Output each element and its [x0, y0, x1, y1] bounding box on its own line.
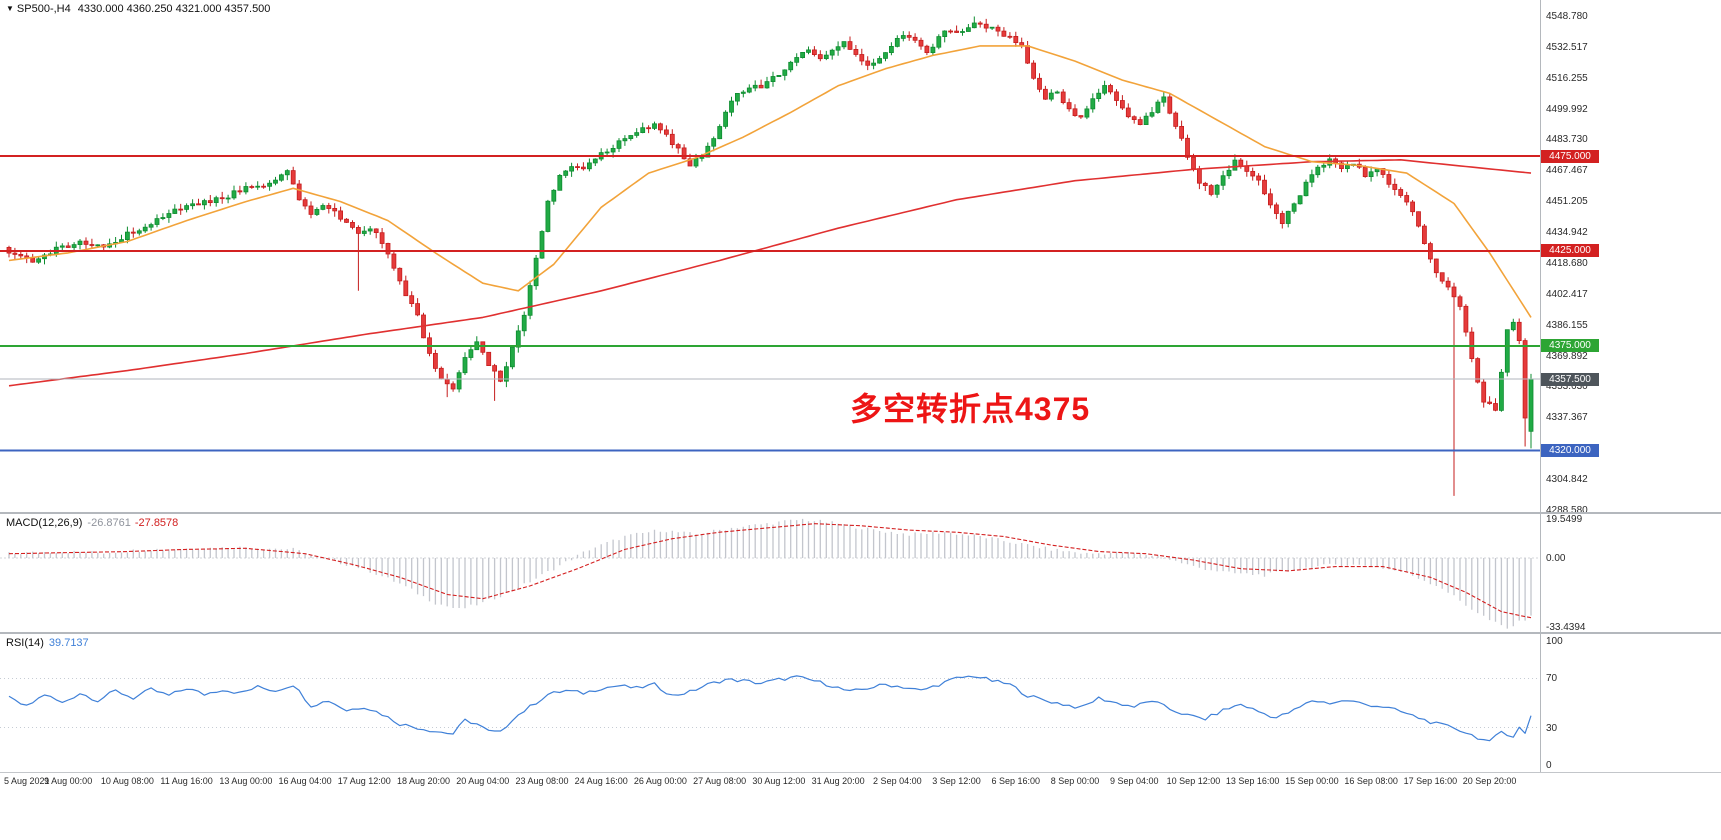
- rsi-tick-label: 0: [1546, 759, 1552, 771]
- macd-name: MACD(12,26,9): [6, 517, 83, 529]
- chart-header: ▼ SP500-,H4 4330.000 4360.250 4321.000 435…: [6, 3, 270, 15]
- rsi-line: [8, 675, 1532, 742]
- chart-title: SP500-,H4: [16, 3, 71, 15]
- ma-fast-line[interactable]: [8, 45, 1532, 318]
- time-label: 13 Aug 00:00: [219, 776, 273, 786]
- time-label: 26 Aug 00:00: [633, 776, 687, 786]
- macd-label: MACD(12,26,9) -26.8761 -27.8578: [6, 517, 178, 529]
- annotation-text: 多空转折点4375: [850, 391, 1091, 427]
- time-label: 8 Sep 00:00: [1050, 776, 1100, 786]
- time-label: 24 Aug 16:00: [574, 776, 628, 786]
- macd-signal-value: -27.8578: [134, 517, 179, 529]
- time-label: 6 Sep 16:00: [991, 776, 1041, 786]
- rsi-label: RSI(14) 39.7137: [6, 637, 89, 649]
- time-label: 9 Aug 00:00: [44, 776, 93, 786]
- macd-signal-line: [8, 523, 1532, 619]
- time-label: 10 Aug 08:00: [100, 776, 154, 786]
- macd-histogram: [8, 518, 1532, 629]
- price-tick-label: 4402.417: [1546, 288, 1588, 300]
- price-tick-label: 4499.992: [1546, 103, 1588, 115]
- time-label: 3 Sep 12:00: [932, 776, 981, 786]
- time-label: 17 Aug 12:00: [337, 776, 391, 786]
- price-badge: 4475.000: [1541, 149, 1599, 163]
- time-label: 20 Aug 04:00: [456, 776, 510, 786]
- pane-splitter-macd[interactable]: [0, 512, 1721, 514]
- time-label: 11 Aug 16:00: [160, 776, 213, 786]
- rsi-chart[interactable]: [0, 634, 1540, 772]
- time-label: 30 Aug 12:00: [752, 776, 806, 786]
- symbol-marker-icon: ▼: [6, 4, 14, 13]
- macd-main-value: -26.8761: [87, 517, 131, 529]
- price-tick-label: 4288.580: [1546, 504, 1588, 516]
- time-label: 5 Aug 2021: [4, 776, 50, 786]
- price-badge: 4320.000: [1541, 443, 1599, 457]
- price-tick-label: 4434.942: [1546, 227, 1588, 239]
- time-axis: 5 Aug 2021 9 Aug 00:00 10 Aug 08:00 11 Aug …: [0, 776, 1721, 792]
- time-label: 16 Sep 08:00: [1344, 776, 1398, 786]
- price-axis-border: [1540, 0, 1541, 772]
- rsi-tick-label: 70: [1546, 673, 1558, 685]
- price-tick-label: 4369.892: [1546, 350, 1588, 362]
- axis-separator: [0, 772, 1721, 773]
- rsi-pane[interactable]: RSI(14) 39.7137 100 70 30 0: [0, 634, 1721, 772]
- price-tick-label: 4548.780: [1546, 11, 1588, 22]
- rsi-name: RSI(14): [6, 637, 44, 649]
- main-chart-pane[interactable]: 4548.780 4532.517 4516.255 4499.992 4483.730…: [0, 0, 1721, 516]
- macd-tick-label: 19.5499: [1546, 514, 1583, 525]
- time-label: 23 Aug 08:00: [515, 776, 569, 786]
- candlestick-chart[interactable]: [0, 0, 1540, 512]
- macd-tick-label: 0.00: [1546, 552, 1566, 564]
- pane-splitter-rsi[interactable]: [0, 632, 1721, 634]
- time-label: 15 Sep 00:00: [1285, 776, 1339, 786]
- macd-tick-label: -33.4394: [1546, 621, 1586, 633]
- price-tick-label: 4516.255: [1546, 72, 1588, 84]
- time-label: 31 Aug 20:00: [811, 776, 865, 786]
- price-tick-label: 4337.367: [1546, 412, 1588, 424]
- time-label: 17 Sep 16:00: [1403, 776, 1458, 786]
- price-tick-label: 4467.467: [1546, 165, 1588, 177]
- time-label: 13 Sep 16:00: [1225, 776, 1280, 786]
- price-tick-label: 4532.517: [1546, 41, 1588, 53]
- time-label: 2 Sep 04:00: [873, 776, 922, 786]
- macd-chart[interactable]: [0, 514, 1540, 632]
- time-label: 20 Sep 20:00: [1462, 776, 1517, 786]
- price-tick-label: 4483.730: [1546, 134, 1588, 146]
- time-label: 10 Sep 12:00: [1166, 776, 1221, 786]
- candle-bodies: [6, 22, 1534, 432]
- ma-slow-line[interactable]: [8, 159, 1532, 387]
- time-label: 9 Sep 04:00: [1109, 776, 1159, 786]
- time-label: 27 Aug 08:00: [693, 776, 747, 786]
- rsi-value: 39.7137: [48, 637, 89, 649]
- price-badge: 4425.000: [1541, 244, 1599, 258]
- price-tick-label: 4418.680: [1546, 257, 1588, 269]
- rsi-tick-label: 100: [1546, 636, 1563, 648]
- candle-wicks: [8, 16, 1532, 496]
- macd-pane[interactable]: MACD(12,26,9) -26.8761 -27.8578 19.5499 0.0…: [0, 514, 1721, 633]
- rsi-tick-label: 30: [1546, 722, 1558, 734]
- price-tick-label: 4304.842: [1546, 474, 1588, 486]
- price-tick-label: 4451.205: [1546, 196, 1588, 208]
- price-badge: 4357.500: [1541, 372, 1599, 386]
- time-label: 18 Aug 20:00: [397, 776, 451, 786]
- time-label: 16 Aug 04:00: [278, 776, 332, 786]
- price-badge: 4375.000: [1541, 339, 1599, 353]
- price-tick-label: 4386.155: [1546, 319, 1588, 331]
- price-tick-label: 4353.630: [1546, 381, 1588, 393]
- chart-ohlc-values: 4330.000 4360.250 4321.000 4357.500: [77, 3, 271, 15]
